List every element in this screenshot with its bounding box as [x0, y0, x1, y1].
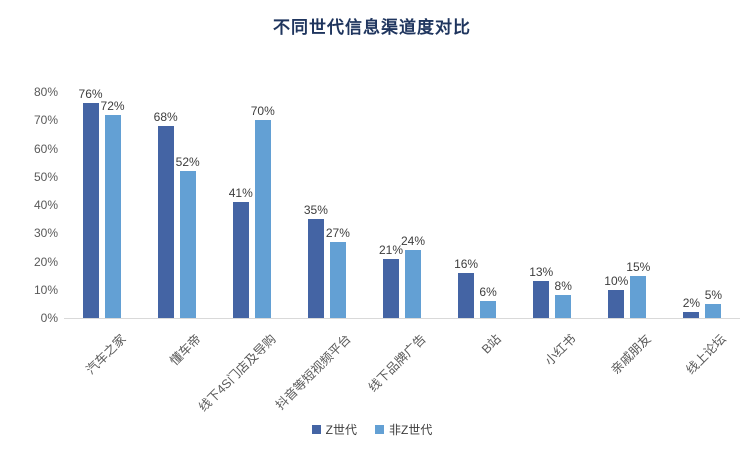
bar-group: 68% 52% — [139, 92, 214, 318]
bar-non-gen-z: 15% — [626, 260, 650, 318]
bar-value-label: 27% — [325, 225, 350, 240]
y-tick-label: 80% — [33, 85, 58, 99]
bar-value-label: 16% — [454, 256, 479, 271]
bar-gen-z: 13% — [529, 265, 553, 318]
bar-non-gen-z: 70% — [251, 104, 275, 318]
bar-gen-z: 21% — [379, 243, 403, 318]
legend-label: 非Z世代 — [389, 423, 433, 437]
bar-non-gen-z: 6% — [479, 285, 497, 318]
bar-non-gen-z: 52% — [176, 155, 200, 318]
bar-value-label: 35% — [303, 203, 328, 218]
x-category-label: 懂车帝 — [166, 331, 204, 369]
bar-group: 13% 8% — [515, 92, 590, 318]
bar-group: 41% 70% — [214, 92, 289, 318]
bar-non-gen-z: 5% — [705, 288, 722, 318]
bar-value-label: 8% — [554, 279, 572, 294]
bar-value-label: 2% — [682, 296, 701, 311]
bar-group: 10% 15% — [590, 92, 665, 318]
bar-non-gen-z: 8% — [555, 279, 572, 318]
bar-gen-z: 10% — [604, 274, 628, 318]
legend-item: 非Z世代 — [375, 421, 432, 438]
x-category-label: 汽车之家 — [83, 331, 129, 378]
bar-gen-z: 76% — [79, 87, 103, 318]
y-tick-label: 40% — [33, 198, 58, 212]
bar-value-label: 24% — [400, 234, 425, 249]
y-tick-label: 70% — [33, 113, 58, 128]
y-tick-label: 60% — [33, 141, 58, 156]
bar-gen-z: 16% — [454, 257, 478, 318]
bar-value-label: 68% — [153, 109, 178, 124]
bar-value-label: 52% — [175, 155, 200, 170]
y-tick-label: 50% — [33, 169, 58, 184]
bar-group: 76% 72% — [64, 87, 139, 318]
bar-gen-z: 35% — [304, 203, 328, 318]
y-tick-label: 30% — [33, 226, 58, 241]
bar-value-label: 10% — [604, 273, 629, 288]
bar-group: 35% 27% — [289, 92, 364, 318]
y-tick-label: 0% — [40, 311, 58, 325]
bar-group: 21% 24% — [364, 92, 439, 318]
legend-swatch — [311, 425, 321, 434]
x-category-label: 线下4S门店及导购 — [195, 331, 279, 415]
bar-group: 2% 5% — [665, 92, 740, 318]
bar-value-label: 15% — [626, 259, 651, 274]
x-category-label: 线上论坛 — [683, 331, 730, 378]
bar-non-gen-z: 24% — [401, 234, 425, 318]
x-category-label: 线下品牌广告 — [365, 331, 429, 395]
y-tick-label: 10% — [33, 282, 58, 297]
bar-group: 16% 6% — [440, 92, 515, 318]
y-axis: 80% 70% 60% 50% 40% 30% 20% 10% 0% — [0, 85, 58, 325]
x-category-label: 小红书 — [542, 331, 579, 369]
bar-value-label: 21% — [378, 242, 403, 257]
x-category-label: B站 — [479, 331, 504, 357]
legend-label: Z世代 — [325, 423, 357, 437]
bar-gen-z: 68% — [154, 110, 178, 318]
bar-value-label: 5% — [704, 287, 723, 302]
legend: Z世代 非Z世代 — [0, 421, 744, 438]
bar-value-label: 76% — [78, 87, 103, 102]
bar-value-label: 70% — [250, 104, 275, 119]
bar-non-gen-z: 27% — [326, 226, 350, 318]
legend-item: Z世代 — [311, 421, 357, 438]
plot-area: 76% 72% 68% 52% 41% 70% 35% 27% 21% 24% 16% 6% 13% 8%… — [64, 87, 740, 319]
y-tick-label: 20% — [33, 254, 58, 269]
bar-value-label: 13% — [529, 265, 554, 280]
bar-value-label: 41% — [228, 186, 253, 201]
bar-gen-z: 2% — [683, 296, 700, 318]
x-category-label: 抖音等短视频平台 — [272, 331, 354, 413]
legend-swatch — [375, 425, 384, 434]
bar-non-gen-z: 72% — [101, 99, 125, 318]
bar-value-label: 6% — [479, 285, 497, 300]
chart-title: 不同世代信息渠道度对比 — [273, 18, 471, 37]
bar-gen-z: 41% — [229, 186, 253, 318]
bar-value-label: 72% — [100, 98, 125, 113]
x-category-label: 亲戚朋友 — [608, 331, 655, 378]
